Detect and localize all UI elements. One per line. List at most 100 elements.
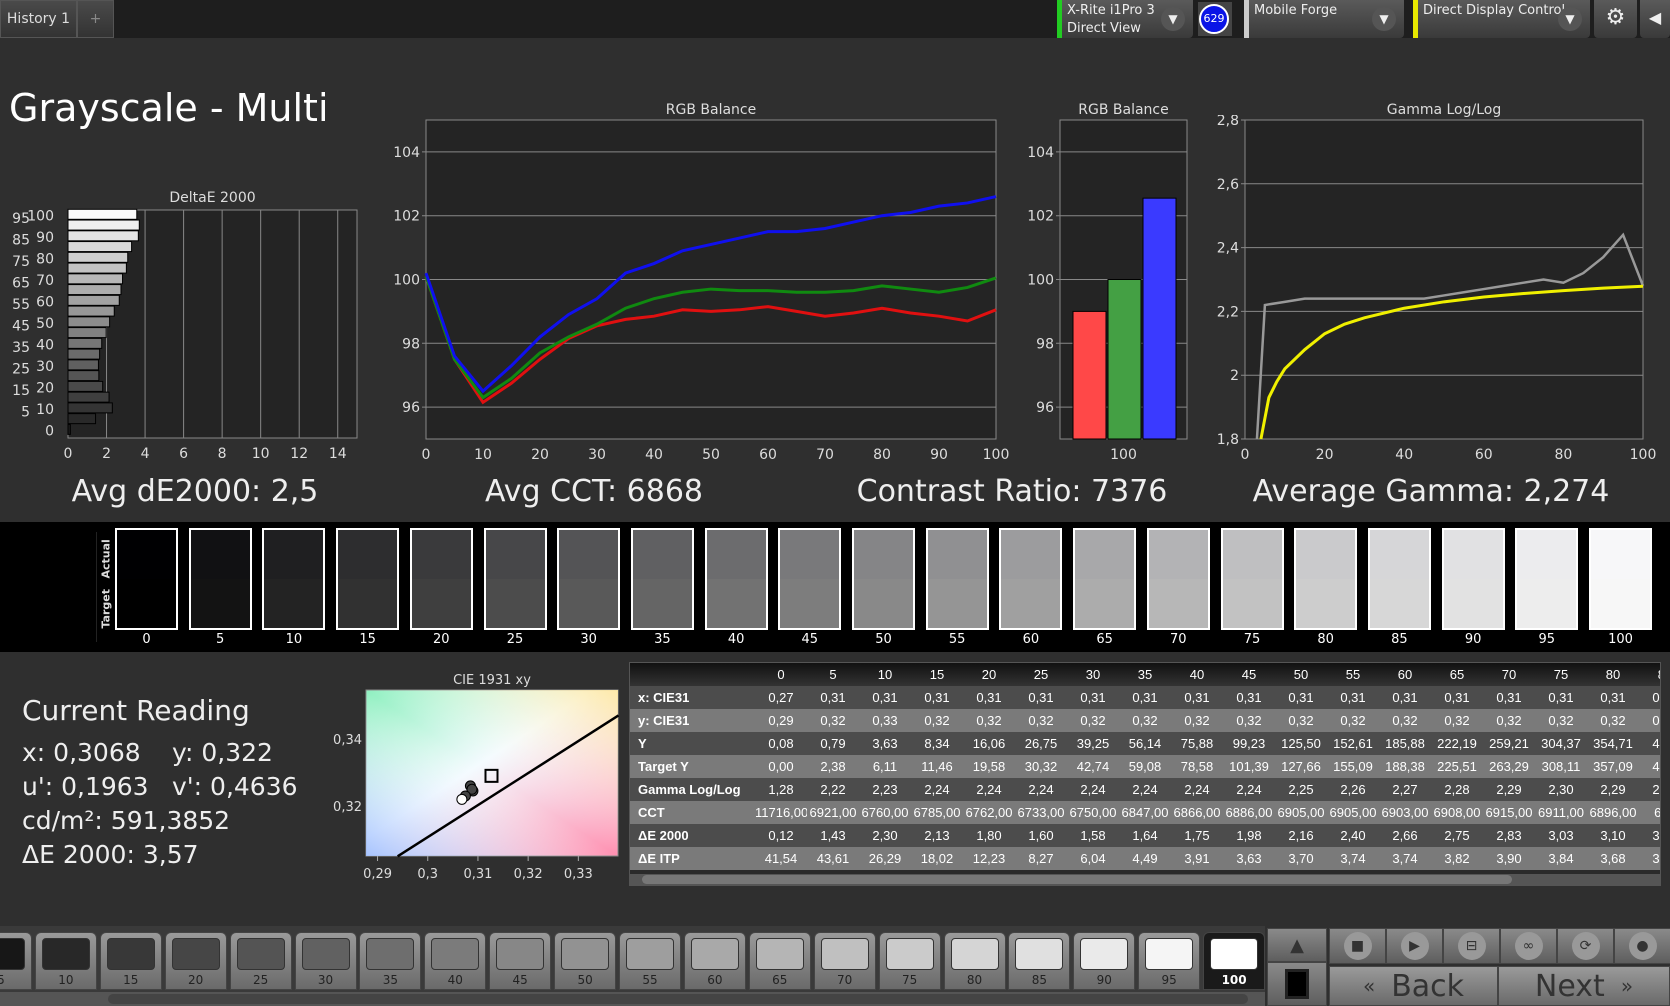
patch-button-65[interactable]: 65 — [748, 932, 811, 990]
patch-button-100[interactable]: 100 — [1203, 932, 1265, 990]
patch-label: 25 — [252, 973, 269, 987]
contrast-summary: Contrast Ratio: 7376 — [856, 474, 1168, 509]
loop-button[interactable]: ∞ — [1500, 928, 1557, 964]
patch-button-80[interactable]: 80 — [943, 932, 1006, 990]
meter-name: X-Rite i1Pro 3 — [1067, 3, 1155, 18]
scrollbar-thumb[interactable] — [108, 994, 1248, 1004]
y-tick-label: 104 — [393, 145, 420, 161]
scroll-up-button[interactable]: ▲ — [1267, 928, 1327, 962]
table-cell: 16,06 — [972, 736, 1006, 751]
back-button[interactable]: « Back — [1329, 966, 1498, 1006]
swatch-label: 70 — [1170, 632, 1187, 647]
patch-button-55[interactable]: 55 — [619, 932, 681, 990]
target-half — [632, 579, 692, 628]
patch-scrollbar[interactable] — [0, 992, 1265, 1006]
table-cell: 3,03 — [1548, 828, 1574, 843]
scrollbar-thumb[interactable] — [642, 875, 1512, 884]
table-cell: 2,30 — [872, 828, 898, 843]
measurement-table: 0 5 10 15 20 25 30 35 40 45 50 55 60 65 70 75 80 85 x: CIE… — [629, 662, 1661, 886]
patch-button-75[interactable]: 75 — [878, 932, 941, 990]
circle-icon: ● — [1628, 932, 1657, 960]
patch-button-10[interactable]: 10 — [34, 932, 97, 990]
patch-color — [950, 938, 999, 970]
patch-button-70[interactable]: 70 — [813, 932, 876, 990]
display-control-selector[interactable]: Direct Display Control ▼ — [1413, 0, 1590, 38]
table-cell: 3,68 — [1600, 851, 1626, 866]
y-tick-label: 2,6 — [1217, 177, 1239, 193]
series-line — [424, 275, 997, 405]
patch-button-20[interactable]: 20 — [164, 932, 227, 990]
gamma-line — [1259, 284, 1644, 440]
patch-button-45[interactable]: 45 — [489, 932, 552, 990]
actual-half — [706, 530, 766, 579]
table-cell: 4,49 — [1132, 851, 1158, 866]
table-cell: 6733,00 — [1017, 805, 1065, 820]
y-tick-label: 98 — [402, 336, 420, 352]
reading-count-badge[interactable]: 629 — [1199, 4, 1229, 34]
table-cell: 3,74 — [1340, 851, 1366, 866]
x-tick-label: 50 — [702, 447, 720, 463]
display-control-name: Direct Display Control — [1423, 3, 1566, 18]
swatch-label: 75 — [1243, 632, 1261, 647]
stop-button[interactable]: ■ — [1329, 928, 1386, 964]
patch-button-90[interactable]: 90 — [1073, 932, 1136, 990]
play-button[interactable]: ▶ — [1386, 928, 1443, 964]
x-tick-label: 14 — [329, 446, 347, 462]
patch-button-40[interactable]: 40 — [424, 932, 487, 990]
swatch-label: 30 — [580, 632, 597, 647]
patch-button-5[interactable]: 5 — [0, 932, 32, 990]
patch-button-30[interactable]: 30 — [294, 932, 357, 990]
table-cell: 0,31 — [976, 690, 1002, 705]
grayscale-swatch — [188, 528, 252, 630]
table-cell: 3,90 — [1496, 851, 1522, 866]
target-half — [1517, 579, 1577, 628]
y-tick-label: 50 — [36, 316, 54, 332]
deltae-bar — [67, 273, 124, 285]
table-cell: 304,37 — [1541, 736, 1581, 751]
table-row: x: CIE31 0,27 0,31 0,31 0,31 0,31 0,31 0,31 0,31… — [630, 686, 1660, 709]
patch-label: 40 — [447, 973, 463, 987]
measure-button[interactable]: ⊟ — [1443, 928, 1500, 964]
table-cell: 259,21 — [1489, 736, 1529, 751]
tab-history-1[interactable]: History 1 — [0, 0, 77, 38]
x-tick-label: 2 — [102, 446, 111, 462]
table-cell: 2,28 — [1444, 782, 1470, 797]
deltae-bar — [67, 219, 140, 231]
collapse-button[interactable]: ◀ — [1640, 0, 1670, 38]
y-tick-label: 0,32 — [333, 800, 362, 815]
patch-button-50[interactable]: 50 — [554, 932, 617, 990]
plot-area — [1244, 119, 1644, 440]
y-tick-label: 10 — [36, 402, 54, 418]
refresh-button[interactable]: ⟳ — [1557, 928, 1614, 964]
profile-selector[interactable]: Mobile Forge ▼ — [1244, 0, 1404, 38]
table-cell: 3,82 — [1444, 851, 1470, 866]
patch-button-25[interactable]: 25 — [229, 932, 292, 990]
patch-button-15[interactable]: 15 — [99, 932, 162, 990]
patch-button-35[interactable]: 35 — [359, 932, 422, 990]
settings-button[interactable]: ⚙ — [1594, 0, 1637, 38]
stop-measure-button[interactable] — [1267, 962, 1327, 1006]
y-tick-label: 75 — [12, 254, 30, 270]
circle-button[interactable]: ● — [1614, 928, 1670, 964]
patch-color — [820, 938, 869, 970]
table-cell: 0,31 — [872, 690, 898, 705]
table-cell: 2,75 — [1444, 828, 1470, 843]
target-half — [1443, 579, 1503, 628]
patch-button-85[interactable]: 85 — [1008, 932, 1071, 990]
patch-button-95[interactable]: 95 — [1138, 932, 1201, 990]
patch-label: 75 — [901, 973, 918, 987]
next-button[interactable]: Next » — [1498, 966, 1670, 1006]
x-tick-label: 0,3 — [417, 867, 438, 882]
add-tab-button[interactable]: + — [77, 0, 114, 38]
table-scrollbar[interactable] — [630, 874, 1660, 885]
meter-selector[interactable]: X-Rite i1Pro 3 Direct View ▼ — [1057, 0, 1193, 38]
deltae-bar — [67, 230, 139, 242]
patch-button-60[interactable]: 60 — [683, 932, 746, 990]
table-cell: 6866,00 — [1173, 805, 1221, 820]
patch-label: 15 — [123, 973, 139, 987]
table-cell: 0,08 — [768, 736, 794, 751]
table-cell: 41,54 — [764, 851, 798, 866]
table-cell: 225,51 — [1437, 759, 1477, 774]
table-cell: 406, — [1652, 736, 1660, 751]
target-half — [190, 579, 250, 628]
